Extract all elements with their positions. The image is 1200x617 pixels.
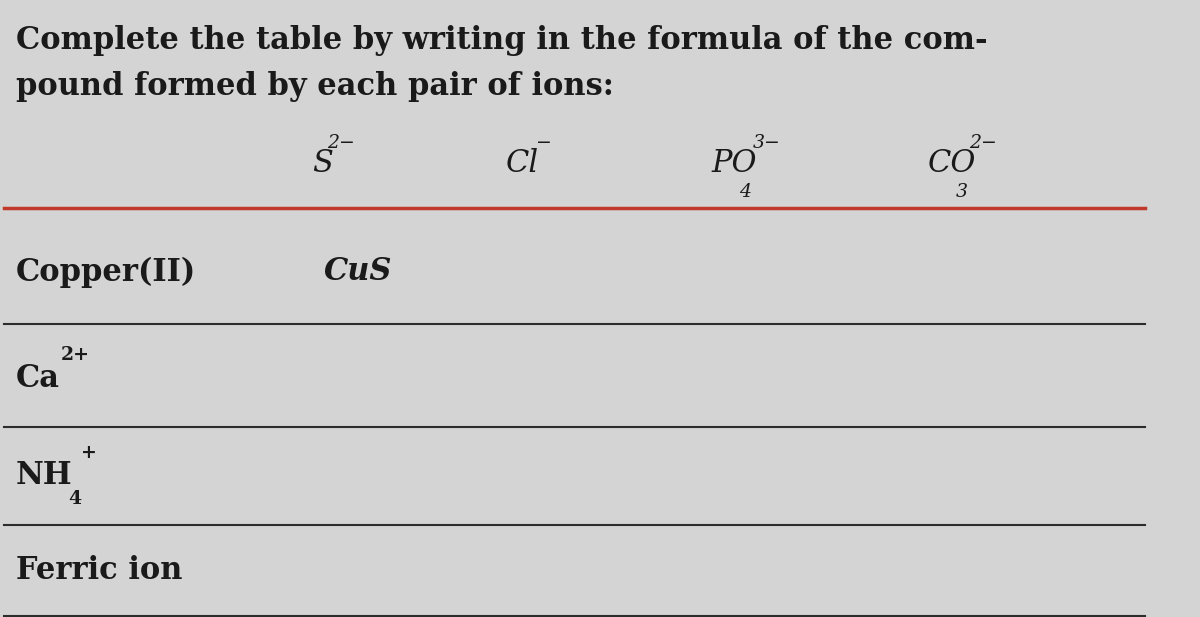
Text: S: S [312,147,334,178]
Text: 2−: 2− [970,135,997,152]
Text: 4: 4 [739,183,751,201]
Text: 3−: 3− [752,135,780,152]
Text: Ferric ion: Ferric ion [16,555,182,586]
Text: NH: NH [16,460,72,491]
Text: 4: 4 [68,490,82,508]
Text: Complete the table by writing in the formula of the com-: Complete the table by writing in the for… [16,25,988,57]
Text: PO: PO [712,147,757,178]
Text: Ca: Ca [16,363,60,394]
Text: CO: CO [928,147,977,178]
Text: Copper(II): Copper(II) [16,257,196,288]
Text: −: − [535,135,552,152]
Text: 2+: 2+ [61,346,90,365]
Text: CuS: CuS [324,257,392,288]
Text: 3: 3 [955,183,967,201]
Text: Cl: Cl [506,147,539,178]
Text: 2−: 2− [326,135,355,152]
Text: +: + [80,444,96,462]
Text: pound formed by each pair of ions:: pound formed by each pair of ions: [16,71,613,102]
